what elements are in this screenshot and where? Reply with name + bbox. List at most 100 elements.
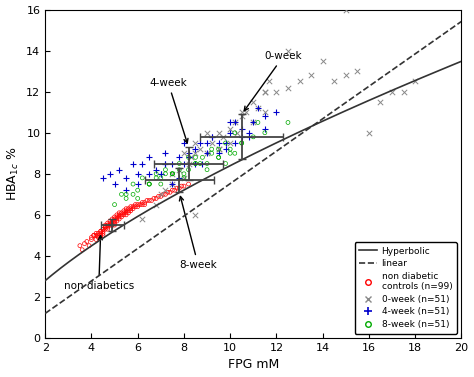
- Point: [169, 171, 176, 177]
- Point: [129, 161, 137, 167]
- Point: [173, 185, 181, 191]
- Point: [227, 140, 234, 146]
- Point: [132, 204, 139, 210]
- Point: [81, 241, 88, 247]
- Point: [127, 206, 135, 212]
- Point: [92, 230, 100, 236]
- Point: [120, 210, 128, 216]
- Point: [106, 220, 114, 226]
- Point: [157, 171, 164, 177]
- Point: [215, 140, 222, 146]
- Point: [254, 105, 262, 111]
- Point: [191, 161, 199, 167]
- Point: [95, 234, 102, 241]
- Point: [138, 216, 146, 222]
- Point: [155, 193, 162, 199]
- Point: [222, 140, 229, 146]
- Point: [284, 48, 292, 54]
- Point: [180, 171, 188, 177]
- Point: [354, 68, 361, 74]
- Point: [169, 181, 176, 187]
- Point: [146, 198, 153, 204]
- Point: [99, 228, 107, 234]
- Point: [227, 150, 234, 156]
- Point: [106, 222, 114, 228]
- Point: [138, 202, 146, 208]
- Point: [122, 191, 130, 197]
- Point: [203, 140, 211, 146]
- Point: [191, 161, 199, 167]
- Point: [146, 154, 153, 160]
- Point: [111, 214, 118, 220]
- Point: [101, 222, 109, 228]
- Point: [134, 187, 141, 193]
- Point: [261, 126, 269, 132]
- Point: [175, 167, 183, 173]
- Point: [125, 208, 132, 214]
- Point: [97, 234, 104, 241]
- Point: [199, 154, 206, 160]
- Point: [125, 210, 132, 216]
- Point: [169, 171, 176, 177]
- Point: [106, 218, 114, 224]
- Point: [203, 167, 211, 173]
- Point: [159, 191, 167, 197]
- Point: [196, 146, 204, 152]
- Point: [152, 167, 160, 173]
- Point: [99, 175, 107, 181]
- Point: [222, 161, 229, 167]
- Point: [231, 120, 238, 126]
- Point: [261, 89, 269, 95]
- Point: [227, 126, 234, 132]
- Point: [101, 224, 109, 230]
- Point: [83, 239, 91, 245]
- Point: [97, 228, 104, 234]
- Point: [319, 58, 327, 64]
- Point: [118, 214, 125, 220]
- Point: [215, 154, 222, 160]
- Point: [122, 175, 130, 181]
- Point: [78, 247, 86, 253]
- Point: [92, 232, 100, 238]
- Point: [342, 72, 349, 78]
- Point: [152, 171, 160, 177]
- Point: [118, 191, 125, 197]
- Point: [146, 181, 153, 187]
- Point: [129, 206, 137, 212]
- Point: [162, 171, 169, 177]
- Point: [231, 130, 238, 136]
- Point: [238, 126, 246, 132]
- Text: 8-week: 8-week: [179, 196, 217, 270]
- Point: [157, 175, 164, 181]
- Point: [175, 161, 183, 167]
- Point: [150, 195, 158, 201]
- Point: [111, 222, 118, 228]
- Point: [330, 78, 338, 84]
- Point: [111, 202, 118, 208]
- Point: [266, 78, 273, 84]
- Point: [178, 183, 185, 189]
- Point: [245, 134, 253, 140]
- Point: [122, 210, 130, 216]
- Point: [191, 140, 199, 146]
- Point: [261, 89, 269, 95]
- Point: [109, 218, 116, 224]
- Point: [388, 89, 396, 95]
- Point: [138, 199, 146, 205]
- Point: [261, 109, 269, 115]
- Point: [180, 175, 188, 181]
- Point: [215, 150, 222, 156]
- Point: [249, 120, 257, 126]
- Point: [152, 202, 160, 208]
- Point: [249, 99, 257, 105]
- Point: [125, 206, 132, 212]
- Point: [215, 130, 222, 136]
- Point: [377, 99, 384, 105]
- Point: [88, 234, 95, 241]
- Point: [222, 146, 229, 152]
- Point: [208, 146, 216, 152]
- Point: [180, 150, 188, 156]
- Point: [175, 185, 183, 191]
- Point: [134, 181, 141, 187]
- Point: [203, 150, 211, 156]
